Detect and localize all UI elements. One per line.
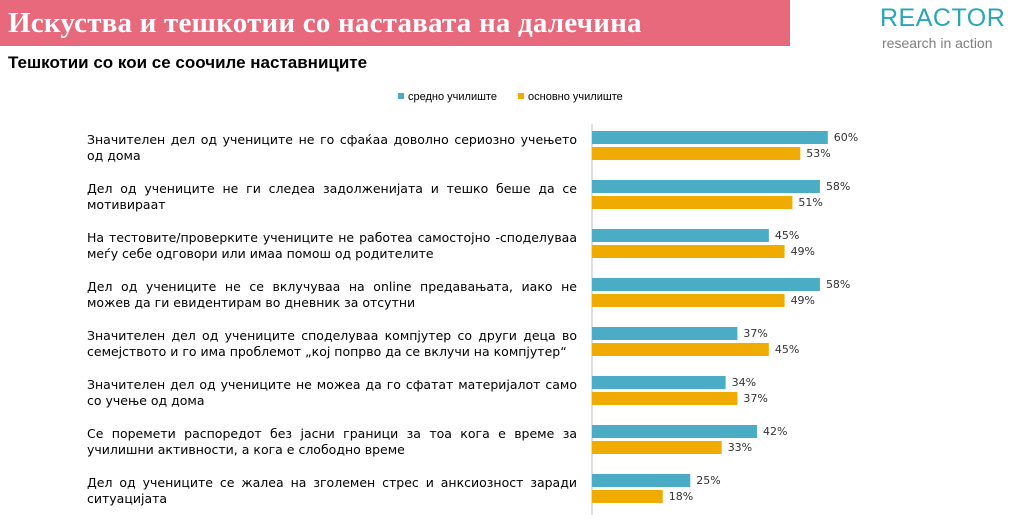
bar-secondary [592, 180, 820, 193]
category-label: Се поремети распоредот без јасни граници… [87, 426, 577, 457]
bar-primary [592, 441, 722, 454]
data-label-secondary: 25% [696, 474, 720, 487]
legend-swatch-secondary [398, 93, 404, 99]
bar-secondary [592, 229, 769, 242]
legend-label-secondary: средно училиште [408, 91, 497, 103]
reactor-logo: REACTOR research in action [880, 4, 1020, 54]
data-label-primary: 51% [798, 196, 822, 209]
data-label-primary: 49% [791, 245, 815, 258]
legend-swatch-primary [518, 93, 525, 99]
bar-primary [592, 490, 663, 503]
title-banner: Искуства и тешкотии со наставата на дале… [0, 0, 790, 46]
data-label-primary: 53% [806, 147, 830, 160]
data-label-secondary: 42% [763, 425, 787, 438]
bar-primary [592, 343, 769, 356]
page-title: Искуства и тешкотии со наставата на дале… [8, 7, 642, 39]
legend-label-primary: основно училиште [528, 91, 623, 103]
data-label-secondary: 34% [732, 376, 756, 389]
bar-primary [592, 294, 785, 307]
legend-item-primary: основно училиште [518, 91, 623, 103]
bar-primary [592, 196, 793, 209]
bar-primary [592, 245, 785, 258]
chart-legend: средно училиште основно училиште [398, 91, 641, 103]
bar-secondary [592, 376, 726, 389]
data-label-primary: 49% [791, 294, 815, 307]
data-label-secondary: 58% [826, 278, 850, 291]
category-label: Дел од учениците се жалеа на зголемен ст… [87, 475, 577, 506]
legend-item-secondary: средно училиште [398, 91, 497, 103]
logo-wordmark: REACTOR [880, 4, 1006, 32]
category-label: Дел од учениците не ги следеа задолжениј… [87, 181, 577, 212]
data-label-secondary: 37% [743, 327, 767, 340]
data-label-secondary: 60% [834, 131, 858, 144]
data-label-primary: 18% [669, 490, 693, 503]
category-label: Дел од учениците не се вклучуваа на onli… [87, 279, 577, 310]
category-label: Значителен дел од учениците споделуваа к… [87, 328, 577, 359]
bar-primary [592, 147, 801, 160]
bar-primary [592, 392, 738, 405]
logo-tagline: research in action [882, 35, 993, 51]
data-label-secondary: 45% [775, 229, 799, 242]
data-label-secondary: 58% [826, 180, 850, 193]
bar-secondary [592, 474, 691, 487]
category-label: Значителен дел од учениците не го сфаќаа… [87, 132, 577, 163]
bar-secondary [592, 278, 820, 291]
chart-title: Тешкотии со кои се соочиле наставниците [8, 53, 368, 72]
bar-secondary [592, 131, 828, 144]
bar-secondary [592, 327, 738, 340]
category-label: Значителен дел од учениците не можеа да … [87, 377, 577, 408]
data-label-primary: 37% [743, 392, 767, 405]
bar-secondary [592, 425, 758, 438]
data-label-primary: 45% [775, 343, 799, 356]
data-label-primary: 33% [728, 441, 752, 454]
category-label: На тестовите/проверките учениците не раб… [87, 230, 577, 261]
